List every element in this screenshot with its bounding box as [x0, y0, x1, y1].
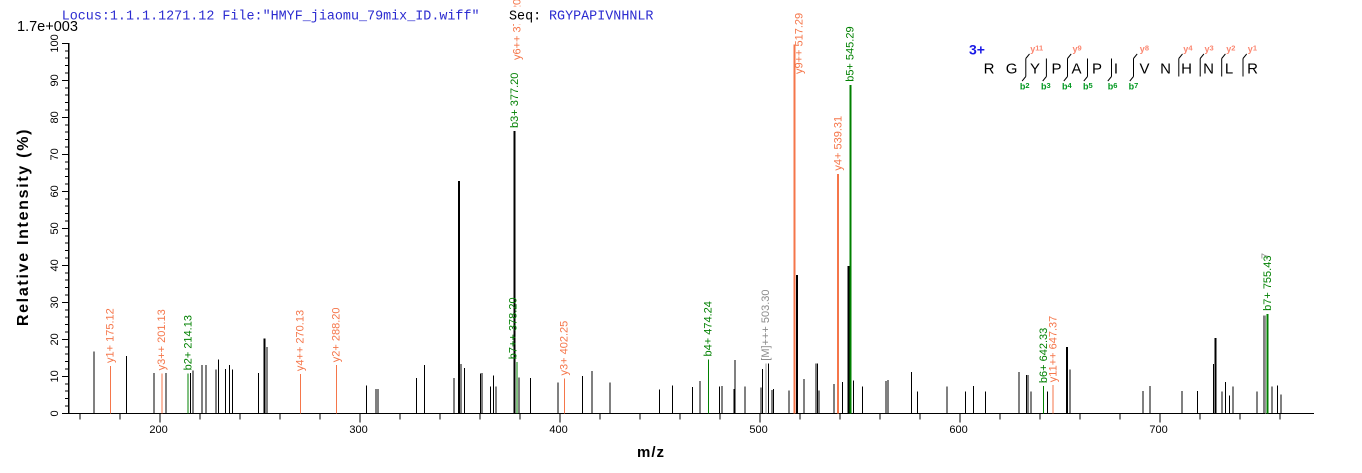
svg-text:P: P [1051, 61, 1061, 78]
svg-text:0: 0 [49, 410, 61, 416]
svg-text:b5: b5 [1083, 81, 1093, 92]
svg-text:10: 10 [49, 370, 61, 382]
svg-text:b7: b7 [1129, 81, 1139, 92]
svg-text:80: 80 [49, 111, 61, 123]
svg-text:y9: y9 [1073, 44, 1082, 55]
svg-text:y2+ 288.20: y2+ 288.20 [331, 307, 343, 362]
svg-text:40: 40 [49, 259, 61, 271]
svg-text:30: 30 [49, 296, 61, 308]
svg-text:N: N [1203, 61, 1214, 78]
svg-text:y4++ 270.13: y4++ 270.13 [295, 310, 307, 371]
svg-text:y3: y3 [1205, 44, 1214, 55]
svg-text:b3+ 377.20: b3+ 377.20 [509, 73, 521, 128]
svg-text:H: H [1181, 61, 1192, 78]
svg-text:N: N [1160, 61, 1171, 78]
svg-text:y9++ 517.29: y9++ 517.29 [794, 13, 806, 74]
svg-text:b2+ 214.13: b2+ 214.13 [182, 315, 194, 370]
svg-text:7: 7 [1260, 253, 1272, 259]
svg-text:300: 300 [349, 424, 367, 436]
svg-text:60: 60 [49, 185, 61, 197]
svg-text:y1: y1 [1248, 44, 1257, 55]
svg-text:y8: y8 [1140, 44, 1149, 55]
svg-text:b5+ 545.29: b5+ 545.29 [845, 26, 857, 81]
svg-text:500: 500 [749, 424, 767, 436]
svg-text:b2: b2 [1020, 81, 1030, 92]
svg-text:y3++ 201.13: y3++ 201.13 [156, 309, 168, 370]
svg-text:b4+ 474.24: b4+ 474.24 [703, 301, 715, 356]
svg-text:90: 90 [49, 74, 61, 86]
svg-text:Y: Y [1030, 61, 1040, 78]
svg-text:70: 70 [49, 148, 61, 160]
svg-text:y4: y4 [1183, 44, 1193, 55]
svg-text:y3+ 402.25: y3+ 402.25 [559, 321, 571, 376]
svg-text:m/z: m/z [637, 444, 665, 461]
svg-text:Locus:1.1.1.1271.12 File:"HMYF: Locus:1.1.1.1271.12 File:"HMYF_jiaomu_79… [62, 10, 480, 25]
svg-text:400: 400 [549, 424, 567, 436]
svg-text:200: 200 [149, 424, 167, 436]
svg-text:RGYPAPIVNHNLR: RGYPAPIVNHNLR [549, 10, 653, 25]
svg-text:b3: b3 [1041, 81, 1051, 92]
svg-text:3+: 3+ [969, 42, 985, 58]
svg-text:R: R [1247, 61, 1258, 78]
svg-text:50: 50 [49, 222, 61, 234]
svg-text:[M]+++ 503.30: [M]+++ 503.30 [760, 289, 772, 360]
svg-text:y11: y11 [1030, 44, 1043, 55]
svg-text:b7+ 755.43: b7+ 755.43 [1262, 256, 1274, 311]
svg-text:P: P [1092, 61, 1102, 78]
svg-text:b4: b4 [1062, 81, 1073, 92]
svg-text:A: A [1071, 61, 1081, 78]
svg-text:b6+ 642.33: b6+ 642.33 [1038, 328, 1050, 383]
svg-text:b7++ 378.20: b7++ 378.20 [507, 297, 519, 359]
svg-text:L: L [1225, 61, 1233, 78]
svg-text:700: 700 [1149, 424, 1167, 436]
svg-text:R: R [984, 61, 995, 78]
svg-text:1.7e+003: 1.7e+003 [17, 19, 78, 35]
svg-text:100: 100 [49, 34, 61, 52]
svg-text:600: 600 [949, 424, 967, 436]
svg-text:Relative Intensity (%): Relative Intensity (%) [15, 128, 32, 326]
svg-text:I: I [1114, 61, 1118, 78]
svg-text:y1+ 175.12: y1+ 175.12 [105, 308, 117, 363]
svg-text:G: G [1006, 61, 1018, 78]
svg-text:Seq:: Seq: [509, 10, 541, 25]
svg-text:y11++ 647.37: y11++ 647.37 [1047, 316, 1059, 382]
svg-text:y4+ 539.31: y4+ 539.31 [832, 116, 844, 171]
svg-text:y2: y2 [1226, 44, 1235, 55]
svg-text:V: V [1139, 61, 1149, 78]
svg-text:b6: b6 [1108, 81, 1118, 92]
svg-text:20: 20 [49, 333, 61, 345]
